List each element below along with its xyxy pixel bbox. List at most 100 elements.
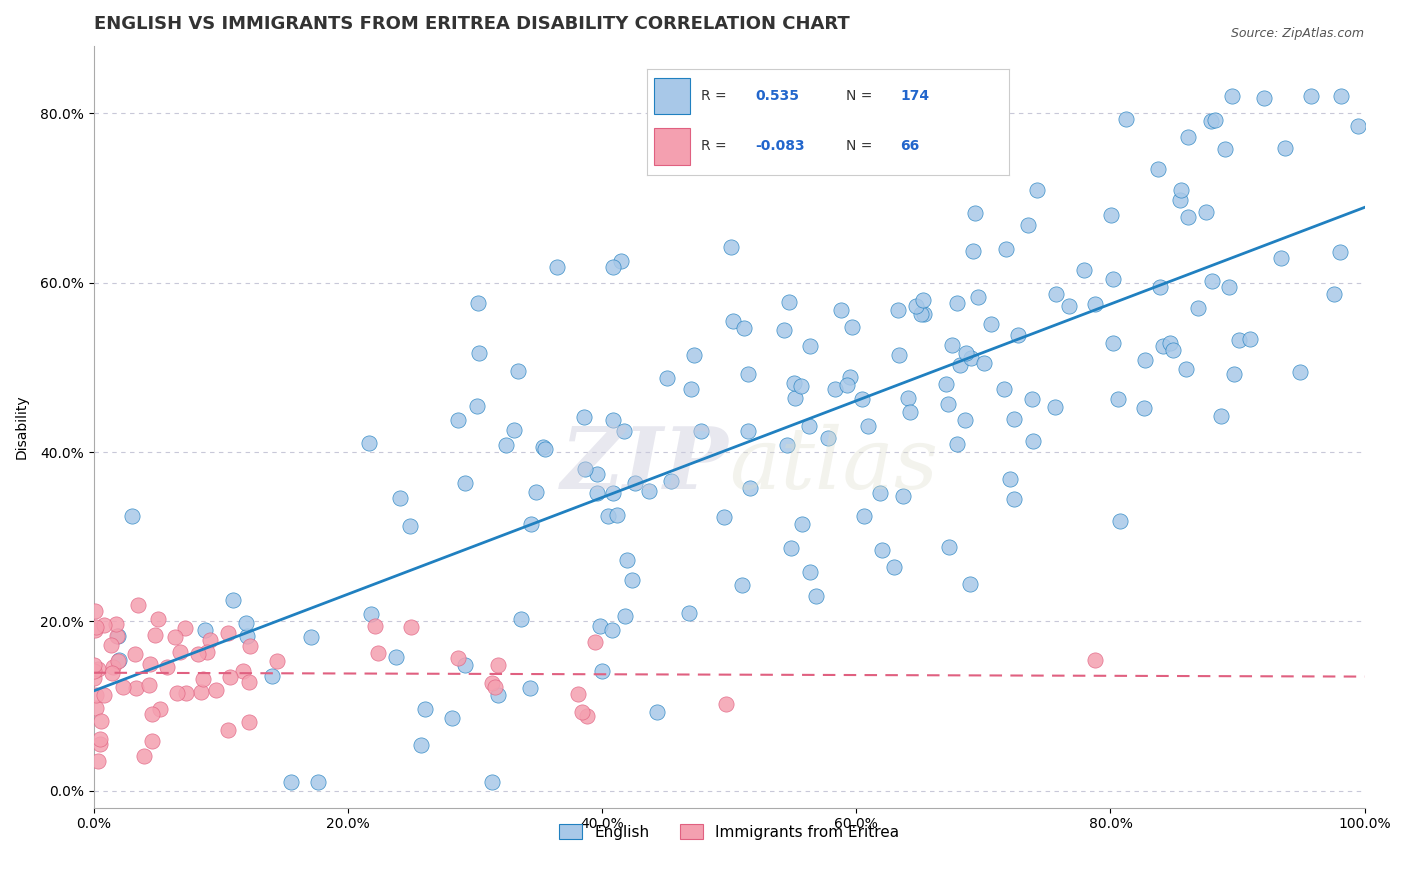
Point [280,775,302,789]
Point [399,519,422,533]
Point [465,399,488,413]
Point [602,260,624,274]
Point [993,382,1015,396]
Point [506,364,529,378]
Point [620,573,643,587]
Point [174,686,197,700]
Point [385,649,408,664]
Point [1002,491,1025,506]
Point [887,302,910,317]
Point [413,702,436,716]
Point [1101,271,1123,285]
Point [659,474,682,488]
Point [574,462,596,476]
Point [713,510,735,524]
Point [716,698,738,712]
Point [141,734,163,748]
Point [90,714,112,728]
Point [737,367,759,381]
Point [883,559,905,574]
Point [897,391,920,405]
Point [887,348,910,362]
Point [624,476,647,491]
Point [609,253,631,268]
Point [934,377,956,392]
Point [84,701,107,715]
Point [84,619,107,633]
Point [1223,367,1246,381]
Point [723,314,745,328]
Point [401,620,423,634]
Point [572,409,595,424]
Point [613,424,636,438]
Point [217,723,239,738]
Point [799,565,821,579]
Point [519,681,541,695]
Point [1135,352,1157,367]
Point [778,295,800,310]
Point [869,485,891,500]
Point [966,290,988,304]
Point [454,476,477,491]
Point [1199,114,1222,128]
Point [1059,299,1081,313]
Point [1084,653,1107,667]
Point [949,358,972,372]
Point [86,688,108,702]
Point [222,592,245,607]
Point [946,437,969,451]
Point [138,678,160,692]
Point [1109,514,1132,528]
Point [193,673,215,687]
Point [740,481,762,495]
Point [804,589,827,603]
Point [307,775,329,789]
Point [904,299,927,313]
Point [447,413,470,427]
Point [218,670,240,684]
Point [100,638,122,652]
Point [1002,411,1025,425]
Point [1213,141,1236,155]
Point [973,356,995,370]
Point [83,664,105,678]
Point [891,489,914,503]
Point [797,418,820,433]
Point [531,440,554,454]
Text: ENGLISH VS IMMIGRANTS FROM ERITREA DISABILITY CORRELATION CHART: ENGLISH VS IMMIGRANTS FROM ERITREA DISAB… [94,15,849,33]
Point [780,541,803,556]
Point [1045,286,1067,301]
Point [1347,119,1369,133]
Point [1132,401,1154,416]
Point [360,607,382,621]
Point [84,623,107,637]
Point [357,436,380,450]
Point [657,371,679,385]
Point [125,681,148,695]
Point [1007,328,1029,343]
Point [1177,129,1199,144]
Point [591,664,613,678]
Point [89,731,111,746]
Point [737,424,759,438]
Point [994,242,1017,256]
Point [148,612,170,626]
Point [596,509,619,524]
Point [190,685,212,699]
Point [1301,89,1323,103]
Point [586,467,609,481]
Point [586,486,609,500]
Point [645,705,668,719]
Point [1209,409,1232,423]
Point [911,293,934,308]
Point [103,660,125,674]
Point [194,624,217,638]
Point [870,543,893,558]
Point [1253,90,1275,104]
Point [138,657,160,672]
Point [785,391,807,405]
Point [238,675,260,690]
Point [169,645,191,659]
Point [195,644,218,658]
Point [148,702,170,716]
